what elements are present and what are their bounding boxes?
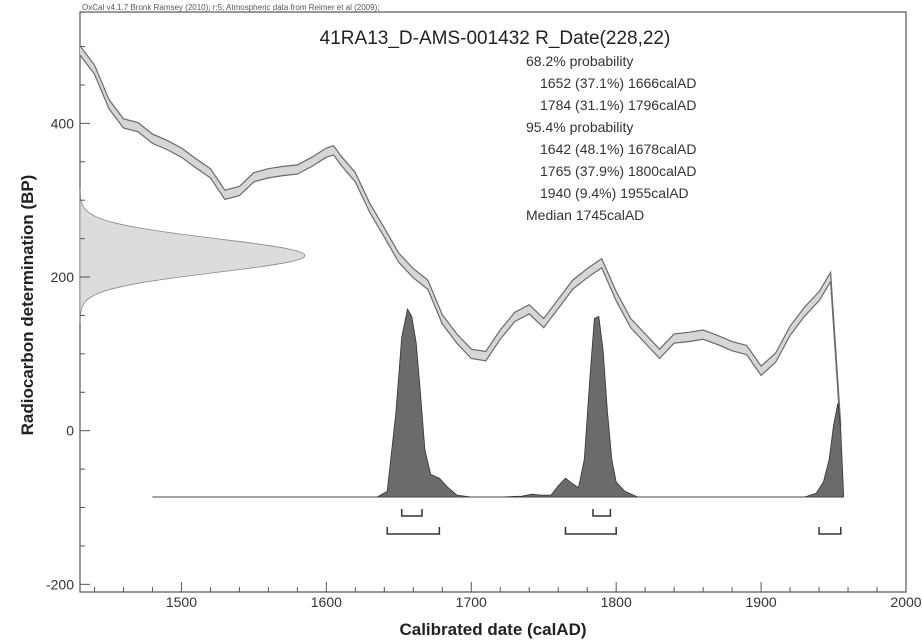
y-tick-label-1: 0 [66,423,74,439]
range-95-bracket-1 [564,527,617,535]
posterior-distribution [152,307,845,498]
x-tick-label-1: 1600 [311,594,342,610]
range-95-bracket-0 [386,527,441,535]
plot-frame [79,11,907,593]
measurement-distribution [79,187,306,324]
calibration-lower-line [80,54,842,436]
calibration-curve [80,45,842,436]
probability-line-1: 1652 (37.1%) 1666calAD [540,75,696,91]
range-68-bracket-1 [592,509,612,517]
probability-ranges-text: 68.2% probability 1652 (37.1%) 1666calAD 1… [526,53,696,223]
probability-line-5: 1765 (37.9%) 1800calAD [540,163,696,179]
chart-title: 41RA13_D-AMS-001432 R_Date(228,22) [320,28,671,49]
range-brackets [386,509,842,535]
axes: 1500 1600 1700 1800 1900 2000 -200 0 200 400 [46,46,922,610]
probability-line-2: 1784 (31.1%) 1796calAD [540,97,696,113]
y-axis-label: Radiocarbon determination (BP) [18,175,37,436]
y-tick-label-0: -200 [46,576,74,592]
x-tick-label-4: 1900 [746,594,777,610]
x-tick-label-2: 1700 [456,594,487,610]
oxcal-credit: OxCal v4.1.7 Bronk Ramsey (2010); r:5; A… [82,3,379,12]
probability-line-4: 1642 (48.1%) 1678calAD [540,141,696,157]
y-tick-label-3: 400 [51,115,75,131]
x-tick-label-0: 1500 [166,594,197,610]
probability-line-0: 68.2% probability [526,53,633,69]
y-tick-label-2: 200 [51,269,75,285]
measurement-gaussian [79,187,306,324]
range-68-bracket-0 [400,509,423,517]
range-95-bracket-2 [818,527,842,535]
probability-line-6: 1940 (9.4%) 1955calAD [540,185,689,201]
x-axis-label: Calibrated date (calAD) [399,620,586,639]
probability-line-7: Median 1745calAD [526,207,644,223]
x-tick-label-5: 2000 [890,594,921,610]
calibrated-distribution [152,307,845,498]
calibration-upper-line [80,45,842,427]
x-tick-label-3: 1800 [601,594,632,610]
probability-line-3: 95.4% probability [526,119,633,135]
